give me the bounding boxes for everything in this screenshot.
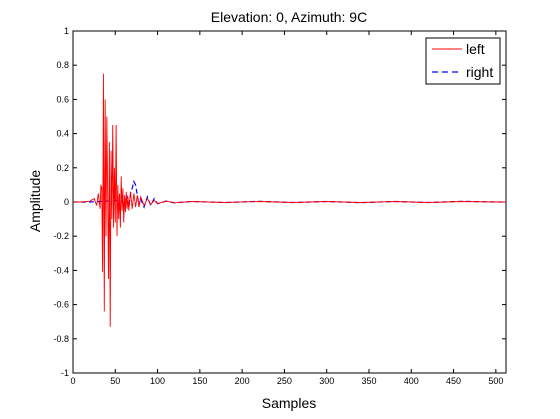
x-tick-label: 450 bbox=[446, 376, 461, 386]
y-tick-label: 0.6 bbox=[56, 94, 69, 104]
x-tick-label: 400 bbox=[404, 376, 419, 386]
x-tick-label: 500 bbox=[488, 376, 503, 386]
legend-box bbox=[425, 37, 501, 85]
legend-label-left: left bbox=[466, 41, 485, 57]
y-tick-label: -0.4 bbox=[53, 265, 69, 275]
y-tick-label: -0.2 bbox=[53, 231, 69, 241]
ticks: 0 50 100 150 200 250 300 350 400 450 500 -1 -0.8 -0.6… bbox=[53, 26, 506, 386]
x-tick-label: 250 bbox=[277, 376, 292, 386]
x-tick-label: 50 bbox=[110, 376, 120, 386]
y-tick-label: 0.2 bbox=[56, 163, 69, 173]
legend: left right bbox=[425, 37, 501, 85]
x-axis-title: Samples bbox=[262, 395, 316, 411]
legend-label-right: right bbox=[466, 64, 493, 80]
y-tick-label: 0.4 bbox=[56, 129, 69, 139]
series-line-left bbox=[73, 73, 506, 327]
y-axis-title: Amplitude bbox=[27, 170, 43, 232]
y-tick-label: -0.6 bbox=[53, 300, 69, 310]
y-tick-label: 0.8 bbox=[56, 60, 69, 70]
x-tick-label: 100 bbox=[150, 376, 165, 386]
x-tick-label: 300 bbox=[319, 376, 334, 386]
y-tick-label: 1 bbox=[64, 26, 69, 36]
y-tick-label: -1 bbox=[61, 368, 69, 378]
x-tick-label: 0 bbox=[70, 376, 75, 386]
y-tick-label: 0 bbox=[64, 197, 69, 207]
x-tick-label: 200 bbox=[235, 376, 250, 386]
x-tick-label: 150 bbox=[192, 376, 207, 386]
x-tick-label: 350 bbox=[361, 376, 376, 386]
series-group bbox=[73, 73, 506, 327]
chart-title: Elevation: 0, Azimuth: 9C bbox=[211, 9, 367, 25]
y-tick-label: -0.8 bbox=[53, 334, 69, 344]
